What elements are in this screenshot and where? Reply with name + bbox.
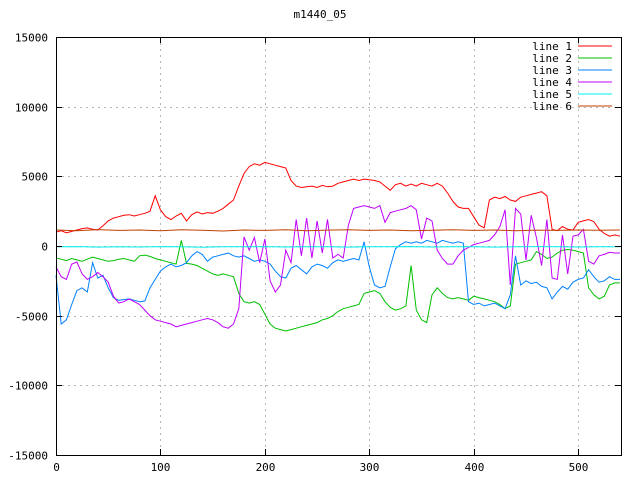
x-tick-label: 100 xyxy=(151,461,171,474)
y-tick-label: 15000 xyxy=(15,32,48,45)
x-tick-label: 400 xyxy=(465,461,485,474)
axis-layer: 0 100 200 300 400 500 -15000 -10000 -5000 0 5000 10… xyxy=(8,32,622,474)
series-line-6 xyxy=(55,229,621,232)
legend-label-2: line 2 xyxy=(532,52,572,65)
series-line-4 xyxy=(55,204,620,329)
legend-label-6: line 6 xyxy=(532,100,572,113)
series-layer xyxy=(55,161,621,332)
y-tick-label: -5000 xyxy=(15,311,48,324)
legend-label-4: line 4 xyxy=(532,76,572,89)
y-tick-label: 0 xyxy=(41,241,48,254)
series-line-3 xyxy=(55,239,620,325)
series-line-5 xyxy=(55,246,621,248)
x-tick-label: 500 xyxy=(569,461,589,474)
x-tick-label: 0 xyxy=(53,461,60,474)
series-line-1 xyxy=(55,161,621,237)
x-tick-label: 300 xyxy=(360,461,380,474)
y-tick-label: -10000 xyxy=(8,380,48,393)
series-line-2 xyxy=(55,240,620,332)
x-tick-label: 200 xyxy=(256,461,276,474)
y-tick-label: -15000 xyxy=(8,450,48,463)
chart-title: m1440_05 xyxy=(294,8,347,21)
legend-label-1: line 1 xyxy=(532,40,572,53)
y-tick-label: 10000 xyxy=(15,102,48,115)
legend-label-5: line 5 xyxy=(532,88,572,101)
legend-label-3: line 3 xyxy=(532,64,572,77)
y-tick-label: 5000 xyxy=(22,171,49,184)
